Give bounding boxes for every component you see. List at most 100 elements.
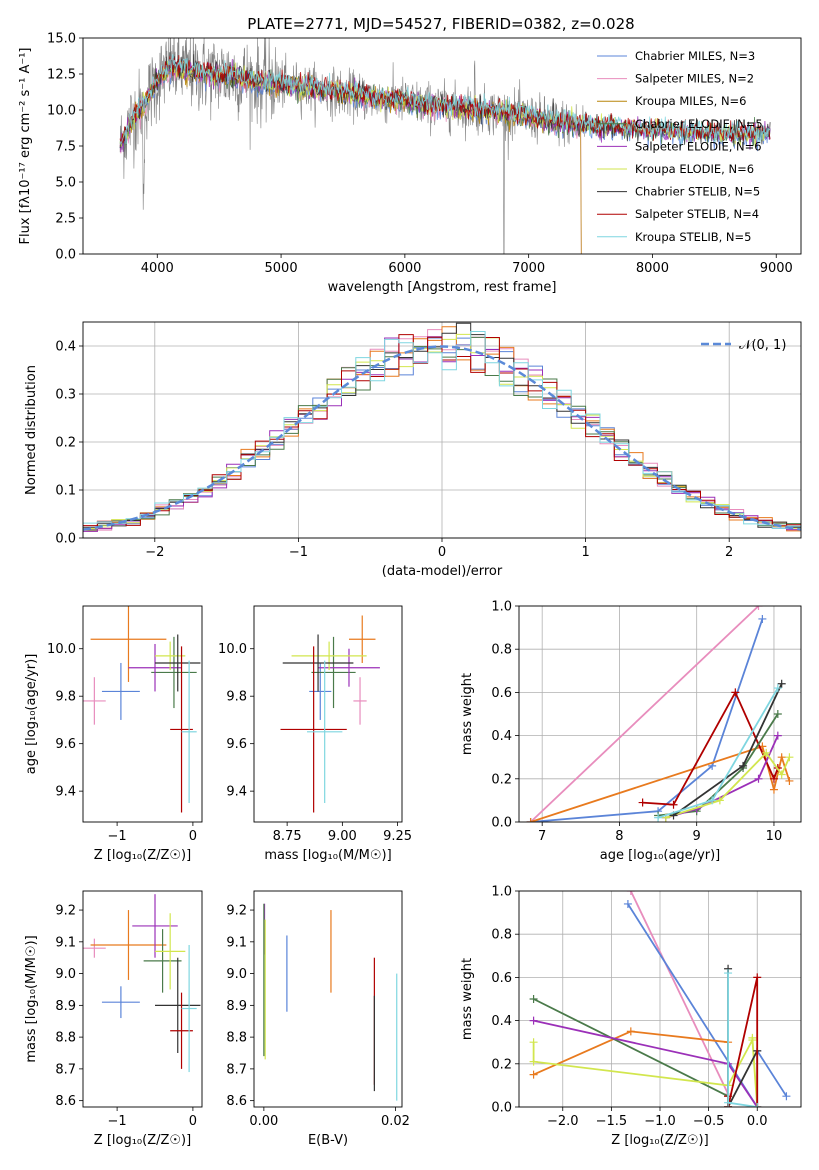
errorbar-plot-area <box>83 894 201 1073</box>
weight-marker-salpeter_elodie <box>754 774 763 783</box>
weight-marker-chabrier_miles <box>623 899 632 908</box>
y-tick-label: 15.0 <box>47 32 76 47</box>
weight-marker-chabrier_stelib <box>739 761 748 770</box>
age-vs-Z-panel: −1 0 9.4 9.6 9.8 10.0 Z [log₁₀(Z/Z☉)] age [log₁… <box>24 605 203 863</box>
weight-marker-kroupa_elodie <box>777 770 786 779</box>
y-tick-label: 0.4 <box>55 340 76 355</box>
x-axis-label: wavelength [Angstrom, rest frame] <box>328 280 557 295</box>
x-tick-label: 0 <box>189 829 197 844</box>
weight-marker-orange_model <box>626 1027 635 1036</box>
weight-vs-age-panel: 7 8 9 10 0.0 0.2 0.4 0.6 0.8 1.0 age [log₁₀(age/yr… <box>460 600 802 863</box>
x-tick-label: −2.0 <box>547 1114 579 1129</box>
spectrum-data-line <box>119 38 585 254</box>
x-tick-label: 7 <box>538 829 546 844</box>
mass-vs-Z-panel: −1 0 8.6 8.7 8.8 8.9 9.0 9.1 9.2 Z [log₁₀(Z/Z☉)] m… <box>24 890 203 1148</box>
chart-panels: 4000 5000 6000 7000 8000 90000.02.55.07.510.0… <box>18 32 802 1148</box>
weight-line-kroupa_elodie <box>532 1036 759 1107</box>
weight-marker-orange_model <box>769 785 778 794</box>
residual-panel: −2 −1 0 1 2 0.0 0.1 0.2 0.3 0.4 (data-model)/error… <box>24 321 802 579</box>
weight-marker-chabrier_stelib <box>777 679 786 688</box>
y-tick-label: 12.5 <box>47 68 76 83</box>
y-tick-label: 9.4 <box>226 785 247 800</box>
gaussian-reference-curve <box>83 345 801 531</box>
legend-label-chabrier_elodie: Chabrier ELODIE, N=5 <box>635 117 763 131</box>
weight-marker-chabrier_elodie <box>529 995 538 1003</box>
y-tick-label: 10.0 <box>218 642 247 657</box>
y-tick-label: 9.2 <box>55 904 76 919</box>
weight-marker-salpeter_stelib <box>731 688 740 697</box>
weight-marker-chabrier_elodie <box>773 710 782 718</box>
y-tick-label: 8.7 <box>55 1062 76 1077</box>
legend-label-salpeter_stelib: Salpeter STELIB, N=4 <box>635 207 759 221</box>
y-tick-label: 10.0 <box>47 642 76 657</box>
axes-frame <box>82 605 203 823</box>
weight-marker-salpeter_stelib <box>669 800 678 809</box>
x-tick-label: 0.02 <box>381 1114 410 1129</box>
y-tick-label: 8.9 <box>55 999 76 1014</box>
weight-plot-area <box>529 891 791 1107</box>
weight-marker-chabrier_miles <box>782 1092 791 1101</box>
y-axis-label: Normed distribution <box>24 365 39 495</box>
y-tick-label: 9.6 <box>226 737 247 752</box>
weight-marker-salpeter_stelib <box>638 798 647 807</box>
spectrum-model-line-kroupa_stelib <box>119 54 771 146</box>
weight-marker-kroupa_elodie <box>785 753 794 762</box>
weight-marker-orange_model <box>777 753 786 762</box>
x-tick-label: 5000 <box>265 261 298 276</box>
weight-marker-kroupa_stelib <box>708 796 717 805</box>
x-axis-label: E(B-V) <box>308 1133 348 1148</box>
y-tick-label: 5.0 <box>55 176 76 191</box>
y-axis-label: mass weight <box>460 958 475 1040</box>
legend-label-kroupa_elodie: Kroupa ELODIE, N=6 <box>635 162 754 176</box>
legend-label-salpeter_elodie: Salpeter ELODIE, N=6 <box>635 139 762 153</box>
y-tick-label: 7.5 <box>55 140 76 155</box>
legend-label-chabrier_miles: Chabrier MILES, N=3 <box>635 49 755 63</box>
weight-marker-orange_model <box>785 776 794 785</box>
weight-vs-Z-panel: −2.0 −1.5 −1.0 −0.5 0.0 0.0 0.2 0.4 0.6 0.8 1.0 Z [… <box>460 885 802 1148</box>
spectrum-panel: 4000 5000 6000 7000 8000 9000 0.0 2.5 5.0 7.5 10.0… <box>18 32 802 295</box>
weight-marker-kroupa_stelib <box>724 969 733 978</box>
y-tick-label: 0.2 <box>55 436 76 451</box>
x-tick-label: 8000 <box>636 261 669 276</box>
y-tick-label: 0.6 <box>491 971 512 986</box>
axes-frame <box>518 605 802 823</box>
errorbar-plot-area <box>83 606 201 813</box>
axes-frame <box>253 605 403 823</box>
x-tick-label: 0 <box>189 1114 197 1129</box>
x-tick-label: 10 <box>766 829 783 844</box>
x-tick-label: 9 <box>693 829 701 844</box>
y-tick-label: 9.6 <box>55 737 76 752</box>
legend-label-kroupa_miles: Kroupa MILES, N=6 <box>635 94 747 108</box>
y-axis-label: Flux [fλ10⁻¹⁷ erg cm⁻² s⁻¹ A⁻¹] <box>18 48 33 245</box>
y-tick-label: 0.0 <box>55 532 76 547</box>
mass-vs-EBV-panel: 0.00 0.02 8.6 8.7 8.8 8.9 9.0 9.1 9.2 E(B-V) <box>226 890 410 1148</box>
x-axis-label: Z [log₁₀(Z/Z☉)] <box>94 1133 191 1148</box>
axes-frame <box>82 890 203 1108</box>
spectrum-legend: Chabrier MILES, N=3 Salpeter MILES, N=2 Kr… <box>597 49 763 244</box>
x-tick-label: 2 <box>725 545 733 560</box>
legend-label-gaussian: 𝒩(0, 1) <box>739 338 786 353</box>
y-tick-label: 8.8 <box>55 1031 76 1046</box>
weight-marker-salpeter_elodie <box>773 731 782 740</box>
x-tick-label: −1 <box>108 1114 127 1129</box>
x-tick-label: −1 <box>108 829 127 844</box>
y-tick-label: 9.2 <box>226 904 247 919</box>
y-tick-label: 9.0 <box>55 967 76 982</box>
y-tick-label: 8.6 <box>226 1094 247 1109</box>
spectrum-plot-area <box>119 38 771 254</box>
y-tick-label: 0.4 <box>491 729 512 744</box>
weight-plot-area <box>526 606 794 822</box>
y-tick-label: 9.1 <box>55 935 76 950</box>
weight-marker-salpeter_stelib <box>753 973 762 982</box>
y-axis-label: mass [log₁₀(M/M☉)] <box>24 935 39 1062</box>
age-vs-mass-panel: 8.75 9.00 9.25 9.4 9.6 9.8 10.0 mass [log₁₀(M/M… <box>218 605 412 863</box>
y-axis-label: age [log₁₀(age/yr)] <box>24 654 39 775</box>
x-tick-label: 1 <box>581 545 589 560</box>
x-tick-label: −1 <box>289 545 308 560</box>
axes-frame <box>82 37 802 255</box>
errorbar-plot-area <box>263 903 398 1101</box>
y-tick-label: 10.0 <box>47 104 76 119</box>
x-tick-label: 4000 <box>141 261 174 276</box>
x-tick-label: 9000 <box>760 261 793 276</box>
